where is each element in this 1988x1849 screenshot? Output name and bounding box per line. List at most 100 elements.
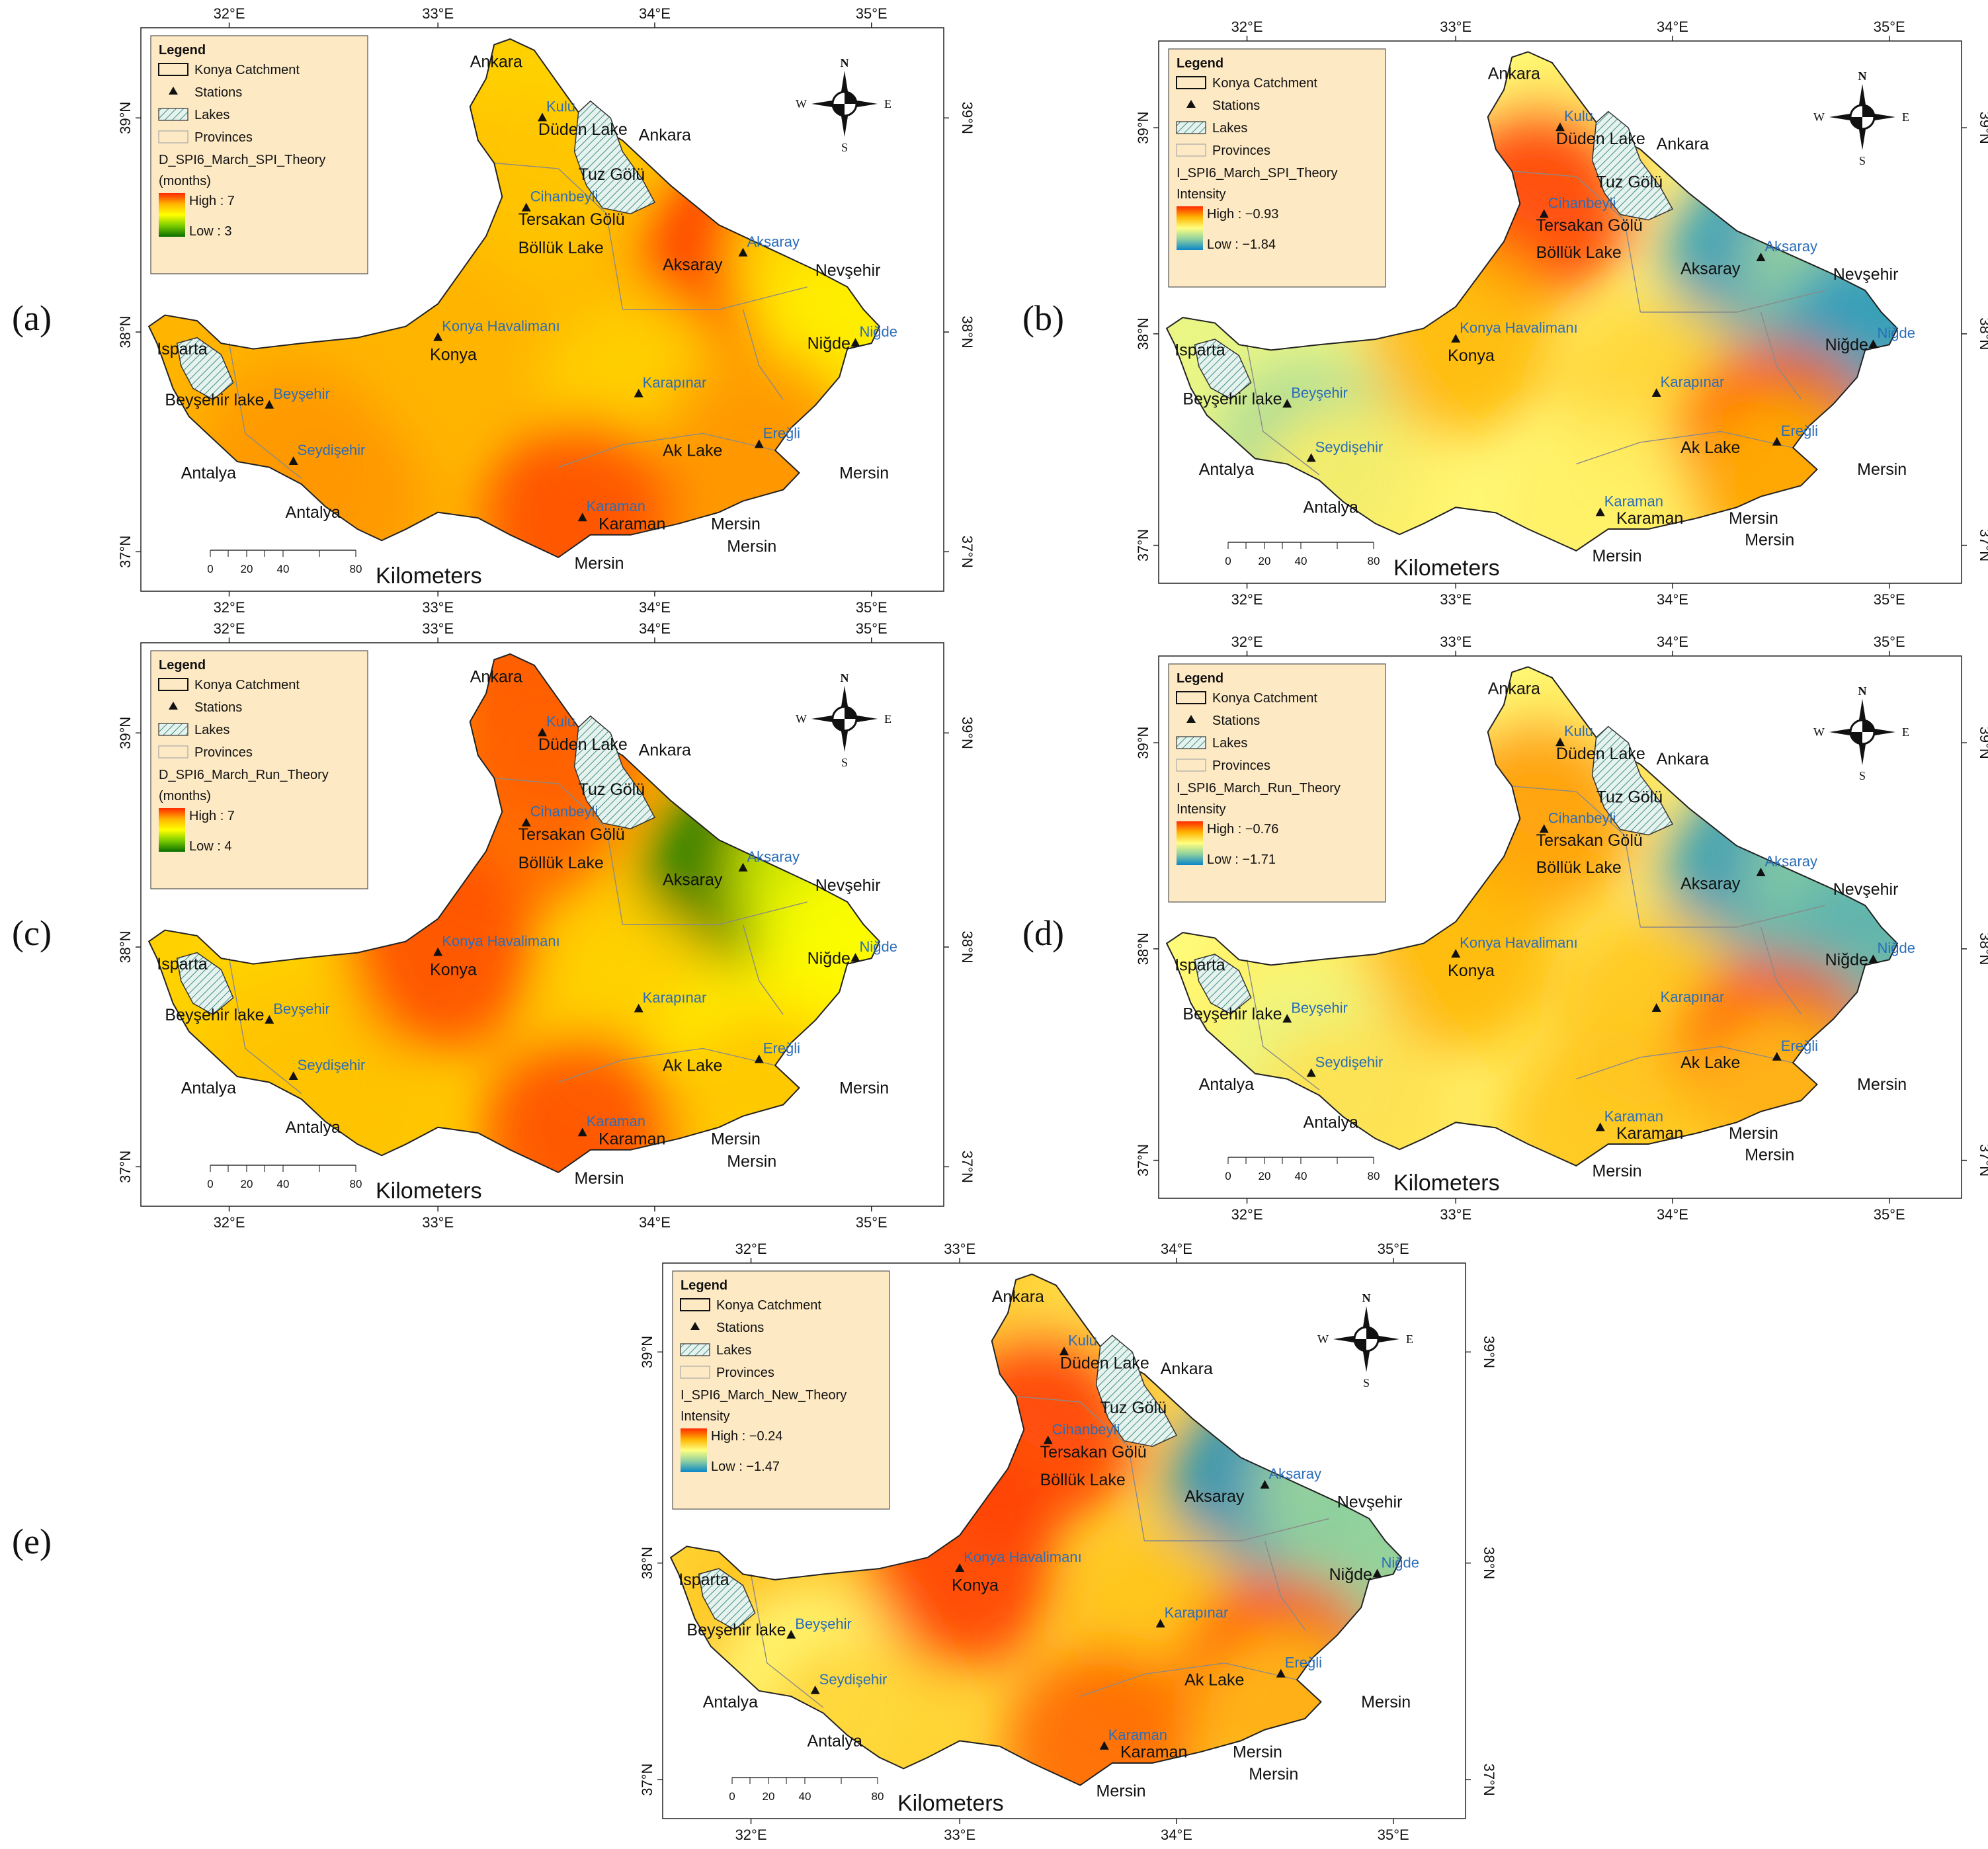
place-label: Böllük Lake [518, 239, 604, 257]
province-boundary [1640, 290, 1825, 313]
catchment-boundary [147, 653, 881, 1174]
legend-item: Lakes [194, 108, 229, 122]
place-label: Isparta [157, 955, 208, 973]
place-label: Antalya [703, 1693, 758, 1711]
station-label: Seydişehir [1315, 1053, 1384, 1070]
station-marker [786, 1629, 796, 1639]
station-marker [288, 456, 298, 466]
place-label: Tuz Gölü [1596, 788, 1663, 806]
place-label: Antalya [1304, 1113, 1358, 1131]
lat-tick-label: 38°N [1977, 317, 1988, 350]
place-label: Beyşehir lake [1182, 390, 1282, 408]
station-label: Karapınar [1661, 989, 1725, 1005]
station-label: Seydişehir [1315, 438, 1384, 455]
place-label: Mersin [1593, 1162, 1642, 1180]
lon-tick-label: 33°E [1440, 634, 1471, 650]
station-marker [1099, 1741, 1109, 1750]
station-marker [738, 247, 748, 257]
legend-high: High : −0.93 [1207, 207, 1278, 222]
place-label: Düden Lake [1556, 745, 1645, 763]
station-label: Aksaray [747, 233, 800, 250]
legend-item: Provinces [194, 745, 253, 760]
lon-tick-label: 33°E [1440, 591, 1471, 608]
legend-title: Legend [159, 43, 206, 58]
station-label: Aksaray [1765, 238, 1817, 255]
place-label: Beyşehir lake [165, 1006, 264, 1024]
legend-item: Lakes [1212, 736, 1247, 751]
lon-tick-label: 34°E [639, 620, 671, 637]
lon-tick-label: 35°E [1378, 1827, 1409, 1843]
legend-item: Konya Catchment [194, 63, 300, 77]
place-label: Isparta [1175, 956, 1225, 975]
map-panel-d: Ankara Düden Lake Ankara Tuz Gölü Tersakan G… [1135, 634, 1988, 1223]
place-label: Mersin [1361, 1693, 1411, 1711]
place-label: Tuz Gölü [579, 780, 645, 799]
legend-layer-name: I_SPI6_March_New_Theory [681, 1388, 847, 1403]
place-label: Nevşehir [815, 261, 881, 280]
station-marker [1282, 1014, 1292, 1023]
svg-text:80: 80 [1368, 1170, 1380, 1182]
station-marker [1868, 339, 1878, 349]
panel-label-c: (c) [12, 913, 52, 953]
station-marker [538, 727, 547, 737]
place-label: Konya [1448, 962, 1495, 980]
station-label: Niğde [859, 938, 897, 955]
legend-title: Legend [1177, 56, 1223, 71]
legend-color-ramp [681, 1428, 707, 1472]
station-label: Karaman [1108, 1727, 1167, 1743]
place-label: Isparta [157, 340, 208, 358]
province-boundary [558, 432, 776, 468]
scale-unit: Kilometers [897, 1791, 1004, 1816]
station-marker [1772, 1051, 1782, 1061]
lat-tick-label: 37°N [1977, 1144, 1988, 1176]
station-label: Kulu [546, 713, 575, 729]
panel-label-e: (e) [12, 1522, 52, 1561]
map-panel-a: Ankara Düden Lake Ankara Tuz Gölü Tersakan G… [117, 5, 975, 616]
station-marker [634, 388, 643, 397]
svg-text:E: E [884, 97, 891, 110]
legend: Legend Konya Catchment Stations Lakes Provin… [1168, 48, 1386, 288]
legend: Legend Konya Catchment Stations Lakes Provin… [1168, 663, 1386, 903]
lon-tick-label: 33°E [422, 1214, 454, 1231]
place-label: Mersin [1097, 1782, 1146, 1800]
legend-high: High : 7 [189, 194, 235, 208]
svg-text:80: 80 [1368, 555, 1380, 567]
place-label: Ankara [639, 126, 691, 144]
lat-tick-label: 39°N [959, 717, 975, 749]
legend-item: Provinces [1212, 759, 1270, 773]
lake-beysehir [176, 337, 234, 401]
station-marker [1539, 209, 1549, 218]
lat-tick-label: 39°N [959, 102, 975, 134]
station-marker [1539, 824, 1549, 833]
station-label: Cihanbeyli [1052, 1421, 1120, 1438]
station-marker [288, 1071, 298, 1081]
legend: Legend Konya Catchment Stations Lakes Provin… [150, 35, 368, 274]
legend: Legend Konya Catchment Stations Lakes Provin… [672, 1270, 890, 1510]
scale-bar: 0 20 40 80 Kilometers [1225, 542, 1500, 581]
lon-tick-label: 32°E [214, 5, 245, 22]
lon-tick-label: 35°E [856, 620, 888, 637]
station-label: Ereğli [1781, 423, 1818, 439]
lat-tick-label: 38°N [1481, 1547, 1497, 1579]
place-label: Tersakan Gölü [1536, 216, 1643, 235]
place-label: Ankara [992, 1288, 1044, 1306]
lake-beysehir [1194, 954, 1252, 1015]
place-label: Karaman [599, 1130, 665, 1148]
lat-tick-label: 37°N [1481, 1764, 1497, 1796]
legend-item: Lakes [1212, 121, 1247, 136]
station-label: Ereğli [763, 1040, 800, 1056]
station-marker [634, 1003, 643, 1012]
svg-text:40: 40 [1295, 555, 1307, 567]
lon-tick-label: 34°E [1161, 1241, 1192, 1257]
legend-item: Stations [1212, 714, 1260, 728]
lon-tick-label: 34°E [639, 5, 671, 22]
lat-tick-label: 38°N [1135, 932, 1151, 965]
svg-text:40: 40 [277, 1178, 290, 1190]
place-label: Ankara [470, 668, 522, 686]
place-label: Mersin [575, 554, 624, 573]
station-marker [433, 947, 443, 956]
lat-tick-label: 37°N [117, 1151, 134, 1183]
station-marker [810, 1685, 820, 1694]
station-marker [754, 1054, 764, 1063]
station-marker [1306, 1068, 1316, 1077]
